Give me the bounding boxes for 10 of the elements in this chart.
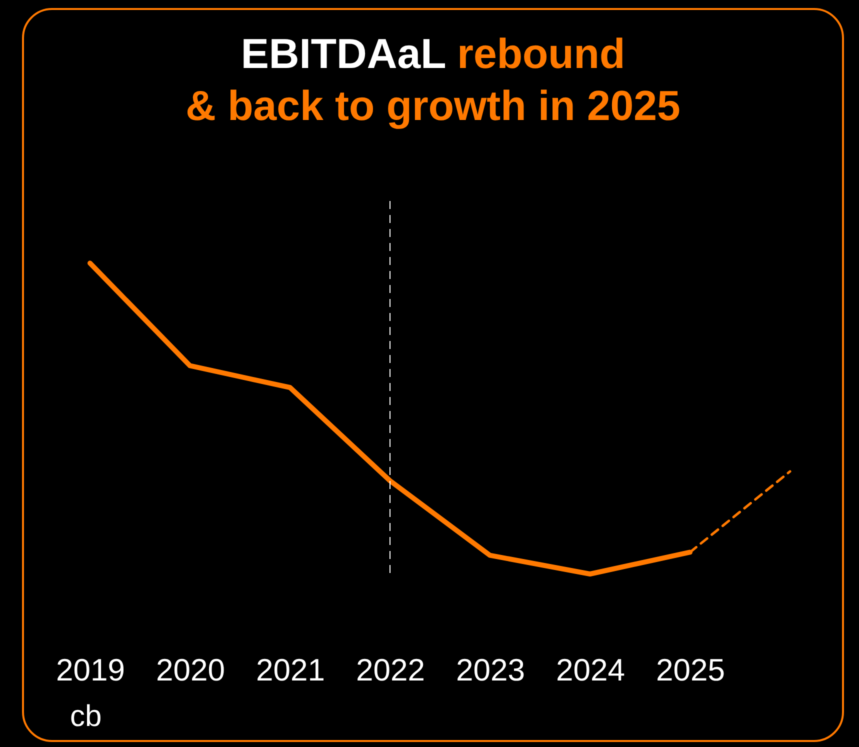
chart-title: EBITDAaL rebound bbox=[240, 30, 626, 77]
x-tick-label: 2021 bbox=[256, 652, 325, 688]
x-tick-label: 2024 bbox=[556, 652, 625, 688]
text: cb bbox=[70, 700, 102, 734]
x-tick-label: 2023 bbox=[456, 652, 525, 688]
chart-subtitle: & back to growth in 2025 bbox=[184, 81, 682, 131]
x-tick-label: 2020 bbox=[156, 652, 225, 688]
x-tick-label: 2025 bbox=[656, 652, 725, 688]
x-tick-label: 2022 bbox=[356, 652, 425, 688]
x-tick-label: 2019 bbox=[56, 652, 125, 688]
